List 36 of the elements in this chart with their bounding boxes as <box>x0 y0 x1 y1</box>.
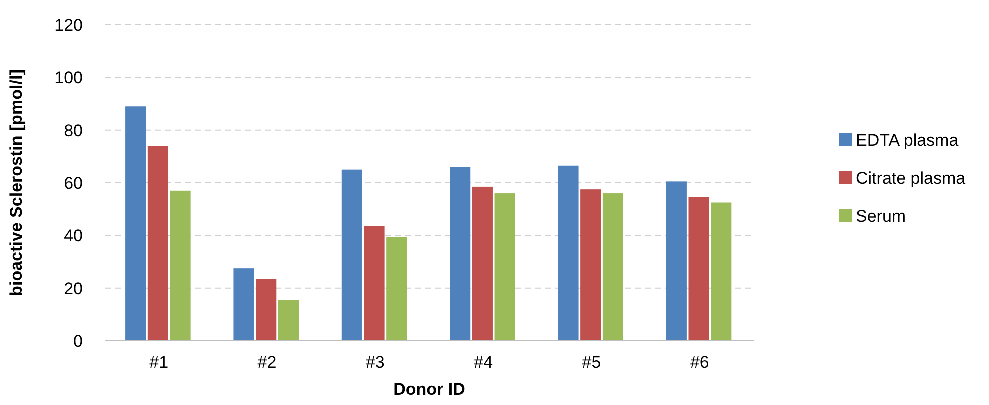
y-tick-label: 100 <box>54 68 83 88</box>
y-tick-label: 120 <box>54 16 83 35</box>
bar <box>602 194 624 341</box>
bar <box>126 106 146 341</box>
y-tick-label: 0 <box>74 332 83 351</box>
bar <box>278 300 299 341</box>
y-axis-title: bioactive Sclerostin [pmol/l] <box>7 70 26 296</box>
bar <box>170 190 191 341</box>
legend-label: EDTA plasma <box>856 130 960 150</box>
bar <box>450 167 471 341</box>
bar <box>234 268 254 341</box>
x-tick-label: #1 <box>150 353 169 372</box>
y-tick-label: 60 <box>64 174 83 193</box>
x-tick-label: #3 <box>366 353 385 372</box>
x-tick-label: #2 <box>258 353 277 372</box>
x-axis-title: Donor ID <box>394 380 466 399</box>
bar <box>666 182 687 341</box>
bar <box>494 194 516 341</box>
bar <box>472 186 493 341</box>
bar <box>580 190 602 341</box>
bar <box>342 170 362 341</box>
bar <box>558 166 579 341</box>
y-tick-label: 80 <box>64 121 83 140</box>
x-tick-label: #4 <box>474 353 494 372</box>
bar <box>386 236 408 341</box>
bar <box>256 279 277 341</box>
bar <box>688 197 710 341</box>
legend-label: Citrate plasma <box>856 168 966 188</box>
legend-label: Serum <box>856 206 906 226</box>
y-tick-label: 40 <box>64 226 83 246</box>
bar <box>148 146 168 341</box>
bar <box>711 202 732 341</box>
x-tick-label: #6 <box>690 353 710 372</box>
bar <box>364 226 385 341</box>
x-tick-label: #5 <box>582 353 602 372</box>
y-tick-label: 20 <box>64 279 83 298</box>
